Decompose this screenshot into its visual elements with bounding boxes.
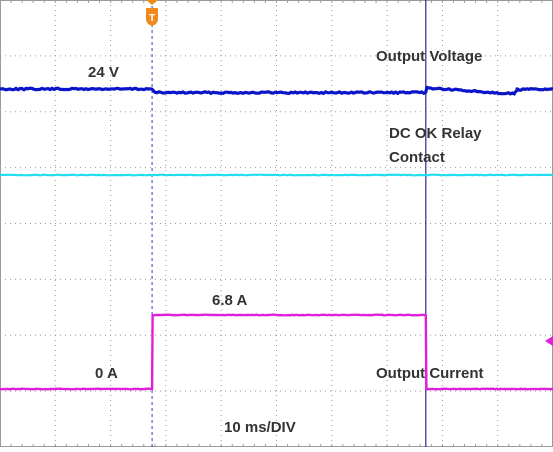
label-current-high: 6.8 A [212, 292, 247, 309]
label-current-zero: 0 A [95, 365, 118, 382]
channel-offset-icon [545, 336, 553, 346]
trigger-marker-icon: T [146, 0, 158, 26]
trigger-marker-label: T [149, 13, 155, 24]
trace-voltage [0, 85, 553, 96]
label-dc-ok-relay: DC OK Relay [389, 125, 482, 142]
label-output-voltage: Output Voltage [376, 48, 482, 65]
label-contact: Contact [389, 149, 445, 166]
label-timebase: 10 ms/DIV [224, 419, 296, 436]
label-output-current: Output Current [376, 365, 483, 382]
label-voltage-level: 24 V [88, 64, 119, 81]
trace-current [0, 313, 553, 391]
trace-relay [0, 173, 553, 177]
traces [0, 85, 553, 391]
